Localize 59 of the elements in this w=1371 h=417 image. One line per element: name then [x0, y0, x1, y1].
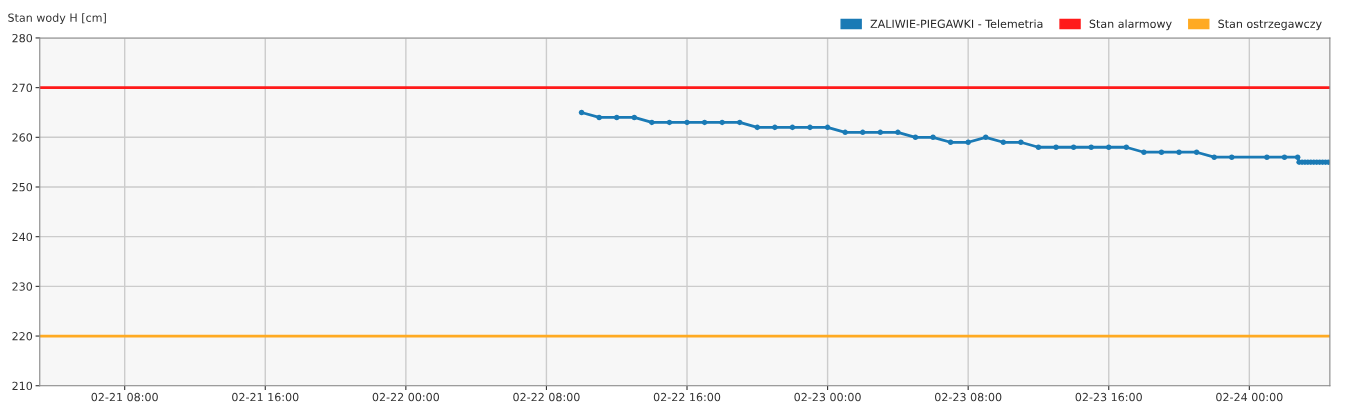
y-tick-label: 280	[12, 33, 33, 43]
x-tick-label: 02-21 16:00	[232, 392, 299, 402]
point	[649, 119, 655, 126]
point	[789, 124, 796, 131]
point	[982, 134, 989, 141]
point	[859, 129, 866, 136]
point	[719, 119, 725, 126]
point	[596, 114, 602, 121]
point	[1035, 144, 1042, 151]
x-tick-label: 02-23 08:00	[934, 392, 1002, 402]
y-axis-title: Stan wody H [cm]	[8, 13, 106, 25]
point	[930, 134, 936, 141]
x-tick-label: 02-23 16:00	[1075, 392, 1142, 402]
x-tick-label: 02-23 00:00	[794, 392, 861, 402]
point	[1158, 149, 1165, 155]
y-tick-label: 250	[12, 182, 33, 192]
point	[631, 114, 638, 121]
legend-label: Stan ostrzegawczy	[1218, 19, 1322, 31]
x-tick-label: 02-21 08:00	[91, 392, 158, 402]
point	[1123, 144, 1130, 151]
point	[912, 134, 919, 141]
point	[1211, 154, 1217, 160]
y-tick-label: 220	[12, 332, 33, 341]
point	[754, 124, 761, 131]
legend-label: Stan alarmowy	[1089, 19, 1172, 31]
point	[1176, 149, 1182, 155]
y-tick-label: 270	[12, 83, 33, 93]
point	[578, 109, 585, 116]
point	[1193, 149, 1200, 155]
point	[1141, 149, 1147, 155]
y-tick-label: 210	[12, 381, 33, 391]
point	[666, 119, 673, 126]
point	[772, 124, 778, 131]
x-tick-label: 02-22 08:00	[513, 392, 580, 402]
x-tick-label: 02-22 00:00	[372, 392, 440, 402]
point	[736, 119, 743, 126]
point	[701, 119, 708, 126]
point	[1070, 144, 1077, 151]
point	[824, 124, 831, 131]
point	[965, 139, 971, 146]
x-tick-label: 02-24 00:00	[1216, 392, 1283, 402]
y-tick-label: 260	[12, 133, 33, 142]
legend-label: ZALIWIE-PIEGAWKI - Telemetria	[870, 19, 1043, 29]
point	[895, 129, 901, 136]
point	[1228, 154, 1235, 160]
point	[1000, 139, 1007, 146]
point	[807, 124, 813, 131]
point	[947, 139, 954, 146]
x-tick-label: 02-22 16:00	[653, 392, 721, 402]
point	[1018, 139, 1024, 146]
point	[1105, 144, 1112, 151]
y-tick-label: 240	[12, 232, 33, 242]
point	[1053, 144, 1059, 151]
point	[613, 114, 620, 121]
y-tick-label: 230	[12, 282, 33, 291]
point	[1088, 144, 1094, 151]
point	[877, 129, 884, 136]
point	[684, 119, 690, 126]
point	[842, 129, 848, 136]
